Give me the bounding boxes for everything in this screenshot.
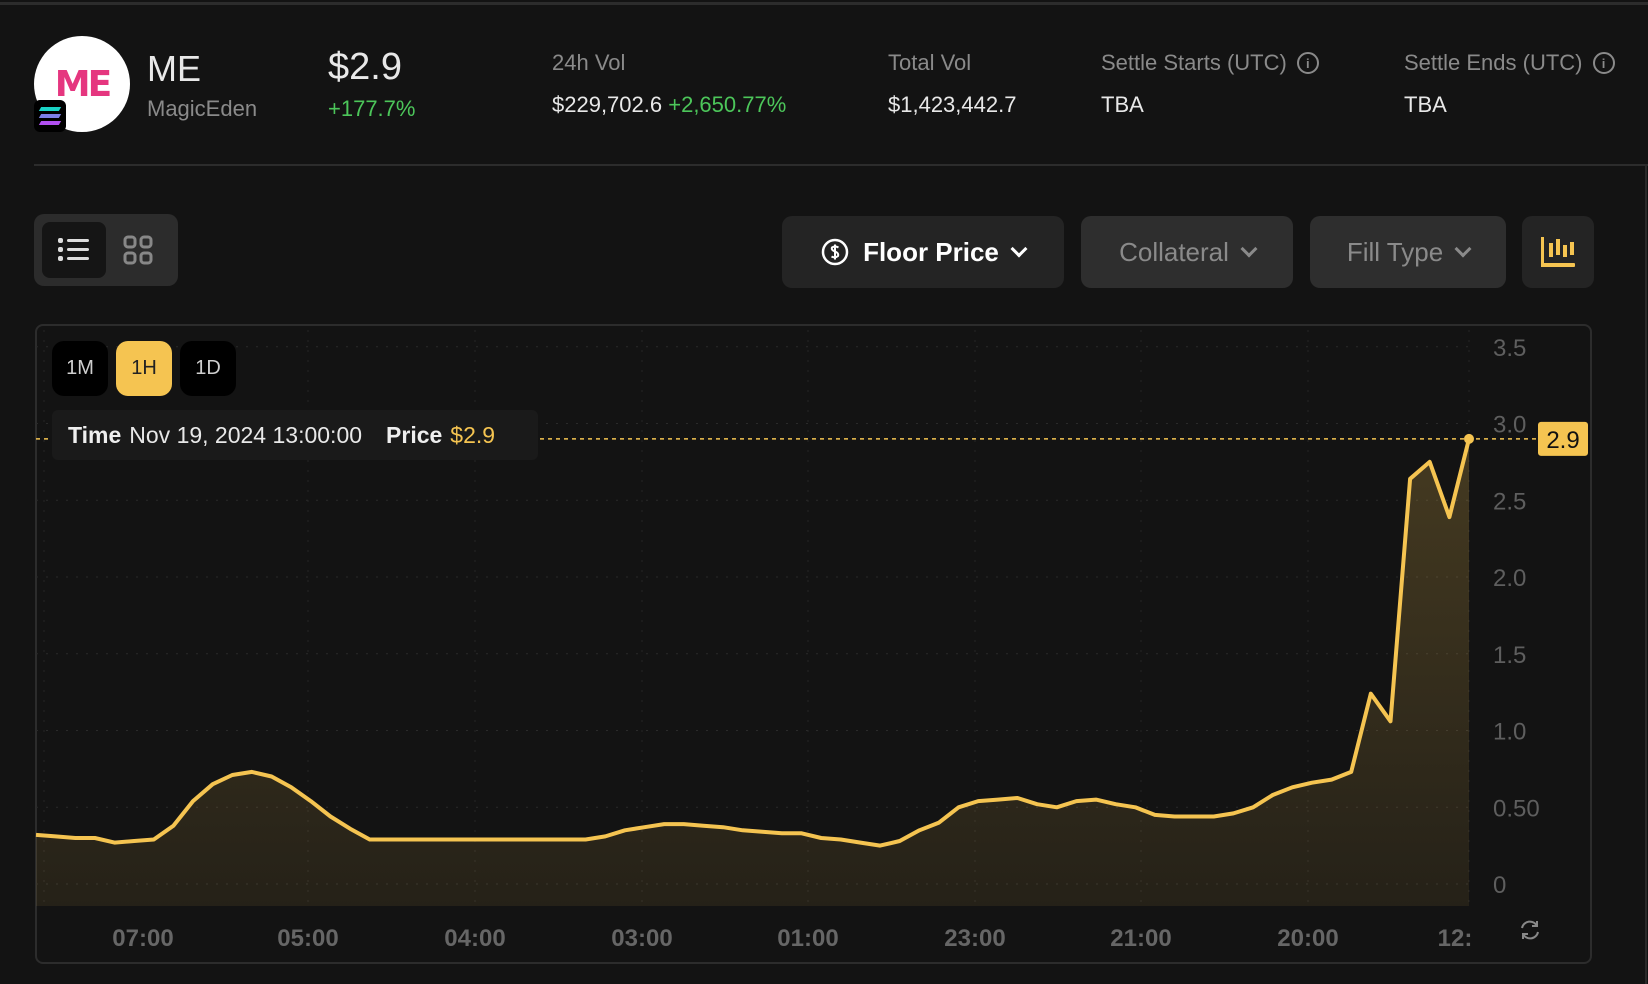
timeframe-1d[interactable]: 1D <box>180 341 236 396</box>
dollar-circle-icon <box>821 238 849 266</box>
stat-label: 24h Vol <box>552 50 626 75</box>
y-tick-label: 0 <box>1493 872 1506 899</box>
x-tick-label: 21:00 <box>1110 925 1171 952</box>
token-name: MagicEden <box>147 96 258 121</box>
stat-label-total-vol: Total Vol <box>888 50 971 76</box>
y-tick-label: 1.5 <box>1493 642 1526 669</box>
tooltip-price-label: Price <box>386 421 443 448</box>
stat-label: Total Vol <box>888 50 972 75</box>
x-tick-label: 07:00 <box>112 925 173 952</box>
x-tick-label: 01:00 <box>777 925 838 952</box>
y-tick-label: 2.5 <box>1493 488 1526 515</box>
list-view-button[interactable] <box>42 222 106 278</box>
x-tick-label: 20:00 <box>1277 925 1338 952</box>
refresh-icon <box>1521 920 1539 940</box>
x-tick-label: 05:00 <box>277 925 338 952</box>
token-price: $2.9 <box>328 46 402 88</box>
chart-tooltip: Time Nov 19, 2024 13:00:00 Price $2.9 <box>52 410 538 460</box>
price-line <box>35 438 1471 848</box>
y-tick-label: 3.5 <box>1493 335 1526 362</box>
collateral-dropdown[interactable]: Collateral <box>1081 216 1293 288</box>
price-change: +177.7% <box>328 96 416 121</box>
view-toggle <box>34 214 178 286</box>
current-price-marker <box>1464 433 1474 444</box>
stat-value-total-vol: $1,423,442.7 <box>888 92 1017 117</box>
stat-value-24h-vol: $229,702.6 +2,650.77% <box>552 92 786 118</box>
stat-label-settle-starts: Settle Starts (UTC) i <box>1101 50 1319 76</box>
solana-chain-icon <box>34 100 66 132</box>
y-tick-label: 3.0 <box>1493 412 1526 439</box>
price-area <box>36 438 1469 906</box>
collateral-label: Collateral <box>1119 236 1229 267</box>
chart-type-button[interactable] <box>1522 216 1594 288</box>
grid-icon <box>123 235 153 265</box>
y-tick-label: 2.0 <box>1493 565 1526 592</box>
floor-price-dropdown[interactable]: Floor Price <box>782 216 1064 288</box>
stat-value-settle-ends: TBA <box>1404 92 1447 117</box>
stat-label: Settle Starts (UTC) <box>1101 50 1287 75</box>
stat-label: Settle Ends (UTC) <box>1404 50 1583 75</box>
stat-label-24h-vol: 24h Vol <box>552 50 625 76</box>
chart-panel <box>35 324 1592 964</box>
timeframe-1h[interactable]: 1H <box>116 341 172 396</box>
current-price-badge <box>1538 421 1588 456</box>
fill-type-dropdown[interactable]: Fill Type <box>1310 216 1506 288</box>
info-icon[interactable]: i <box>1296 52 1319 74</box>
header-divider <box>34 164 1648 166</box>
stat-change: +2,650.77% <box>668 92 787 117</box>
floor-price-label: Floor Price <box>863 236 999 267</box>
x-tick-label: 12: <box>1438 925 1473 952</box>
tooltip-time-label: Time <box>68 421 122 448</box>
magiceden-logo-icon: ME <box>54 63 112 105</box>
stat-value-settle-starts: TBA <box>1101 92 1144 117</box>
panel-border <box>1645 164 1647 984</box>
top-border <box>0 2 1648 5</box>
timeframe-1m[interactable]: 1M <box>52 341 108 396</box>
stat-label-settle-ends: Settle Ends (UTC) i <box>1404 50 1615 76</box>
x-tick-label: 04:00 <box>444 925 505 952</box>
tooltip-price: $2.9 <box>450 421 496 448</box>
x-tick-label: 03:00 <box>611 925 672 952</box>
candlestick-chart-icon <box>1541 237 1575 267</box>
grid-view-button[interactable] <box>106 222 170 278</box>
y-tick-label: 1.0 <box>1493 719 1526 746</box>
refresh-chart-button[interactable] <box>1518 918 1542 947</box>
info-icon[interactable]: i <box>1592 52 1615 74</box>
list-icon <box>58 238 89 261</box>
y-tick-label: 0.50 <box>1493 795 1540 822</box>
fill-type-label: Fill Type <box>1346 236 1444 267</box>
tooltip-time: Nov 19, 2024 13:00:00 <box>129 421 363 448</box>
stat-value: $229,702.6 <box>552 92 663 117</box>
x-tick-label: 23:00 <box>944 925 1005 952</box>
current-price-label: 2.9 <box>1546 427 1579 454</box>
token-symbol: ME <box>147 48 201 89</box>
